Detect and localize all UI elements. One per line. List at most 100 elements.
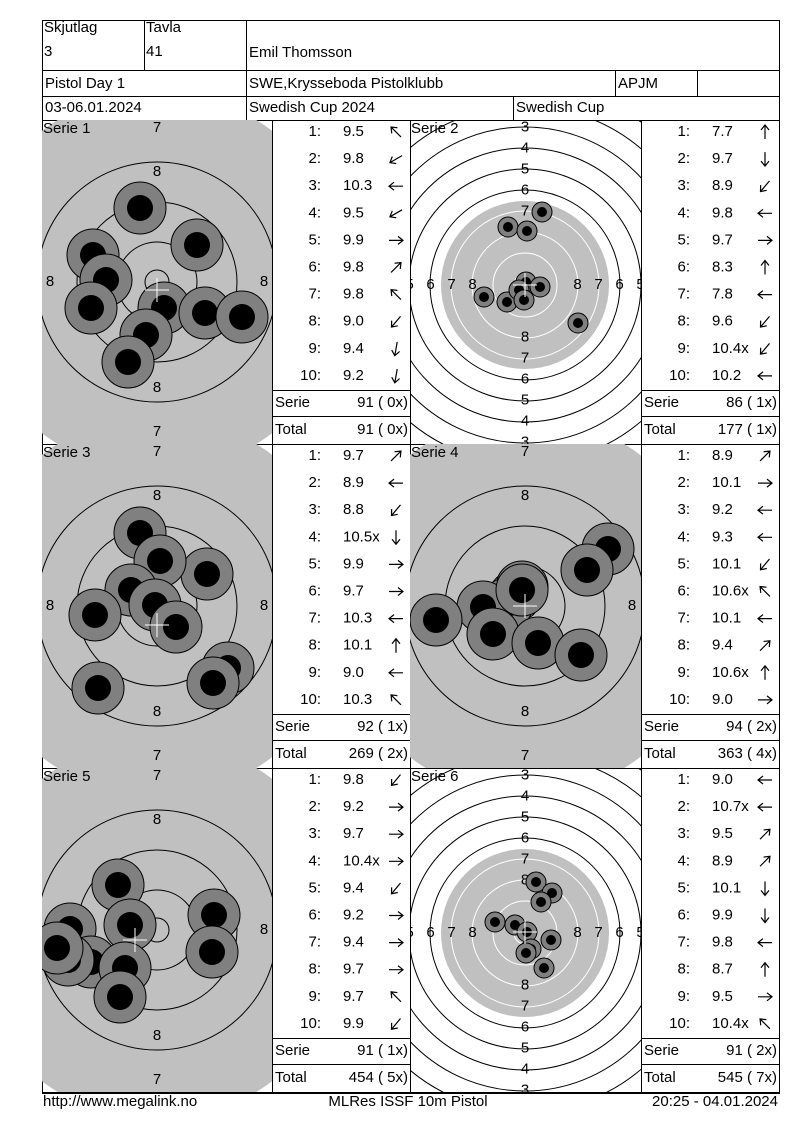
- arrow: [390, 882, 401, 895]
- ring: [410, 126, 641, 444]
- arrow: [759, 828, 771, 840]
- series-title: Serie 5: [43, 768, 91, 785]
- arrow: [759, 343, 770, 355]
- ring: [42, 161, 272, 403]
- direction-arrow: [390, 504, 401, 517]
- shot-value: 9.2: [712, 501, 733, 518]
- shot-number: 4:: [677, 204, 690, 221]
- shot-value: 8.7: [712, 961, 733, 978]
- total-score: 177 ( 1x): [718, 421, 777, 438]
- ring: [42, 485, 272, 727]
- direction-arrow: [391, 637, 401, 653]
- arrow: [757, 614, 772, 624]
- text: MLRes ISSF 10m Pistol: [328, 1093, 487, 1110]
- shot: [192, 300, 218, 326]
- shot-number: 1:: [308, 447, 321, 464]
- shot-number: 6:: [308, 906, 321, 923]
- direction-arrow: [389, 587, 404, 596]
- arrow: [390, 694, 402, 706]
- shot-number: 4:: [677, 528, 690, 545]
- series-title: Serie 4: [411, 444, 459, 461]
- shot-number: 7:: [308, 610, 321, 627]
- direction-arrow: [388, 181, 403, 191]
- shot-value: 9.8: [343, 771, 364, 788]
- shot: [510, 920, 520, 930]
- shot-number: 1:: [677, 771, 690, 788]
- shot-number: 10:: [669, 691, 690, 708]
- direction-arrow: [759, 640, 771, 652]
- shot-number: 3:: [308, 825, 321, 842]
- shot: [539, 963, 549, 973]
- shot-value: 9.6: [712, 313, 733, 330]
- shot-number: 6:: [677, 906, 690, 923]
- total-score: 545 ( 7x): [718, 1069, 777, 1086]
- series-title: Serie 1: [43, 120, 91, 137]
- arrow: [390, 261, 402, 273]
- arrow: [759, 315, 770, 328]
- shot-number: 4:: [308, 204, 321, 221]
- shot-number: 7:: [308, 934, 321, 951]
- ring-label: 7: [521, 997, 529, 1014]
- arrow: [757, 802, 772, 812]
- shot-number: 6:: [677, 582, 690, 599]
- shot: [525, 630, 551, 656]
- shot: [82, 602, 108, 628]
- shot-value: 10.5x: [343, 528, 380, 545]
- shot: [184, 232, 210, 258]
- shot-value: 8.9: [343, 474, 364, 491]
- arrow: [758, 992, 773, 1002]
- shot: [117, 912, 143, 938]
- ring-label: 8: [521, 976, 529, 993]
- shot: [509, 577, 535, 603]
- arrow: [759, 640, 771, 652]
- shot-number: 3:: [677, 501, 690, 518]
- direction-arrow: [757, 505, 772, 515]
- shot-number: 10:: [669, 367, 690, 384]
- arrow: [389, 559, 404, 569]
- total-label: Total: [644, 421, 676, 438]
- serie-score: 91 ( 0x): [357, 394, 408, 411]
- direction-arrow: [390, 126, 402, 138]
- arrow: [760, 664, 770, 680]
- arrow: [391, 368, 400, 384]
- shot-number: 5:: [308, 555, 321, 572]
- shot-value: 9.5: [343, 123, 364, 140]
- shot-number: 7:: [677, 934, 690, 951]
- shot-value: 10.3: [343, 610, 372, 627]
- direction-arrow: [757, 532, 772, 542]
- shot: [105, 872, 131, 898]
- shot: [573, 318, 583, 328]
- shot-number: 4:: [308, 852, 321, 869]
- shot-number: 2:: [308, 150, 321, 167]
- shot: [536, 897, 546, 907]
- shot-value: 9.5: [343, 204, 364, 221]
- ring-label: 4: [521, 139, 529, 156]
- target: 7 8 8 8 7: [42, 768, 272, 1092]
- shot-number: 9:: [677, 340, 690, 357]
- shot: [78, 295, 104, 321]
- ring-label: 8: [260, 273, 268, 290]
- arrow: [391, 530, 401, 546]
- ring-label: 3: [521, 1081, 529, 1098]
- text: http://www.megalink.no: [43, 1093, 197, 1110]
- shot-number: 6:: [308, 582, 321, 599]
- ring-label: 5: [521, 1039, 529, 1056]
- shot-number: 1:: [308, 771, 321, 788]
- ring-label: 8: [521, 328, 529, 345]
- direction-arrow: [757, 614, 772, 624]
- shot-number: 9:: [677, 988, 690, 1005]
- direction-arrow: [757, 775, 772, 785]
- arrow: [757, 532, 772, 542]
- shot: [535, 282, 545, 292]
- total-label: Total: [644, 745, 676, 762]
- ring-label: 7: [594, 924, 602, 941]
- direction-arrow: [759, 828, 771, 840]
- direction-arrow: [390, 1018, 401, 1030]
- ring-label: 8: [521, 871, 529, 888]
- shot-value: 10.4x: [343, 852, 380, 869]
- shot: [163, 614, 189, 640]
- total-score: 454 ( 5x): [349, 1069, 408, 1086]
- shot: [85, 675, 111, 701]
- direction-arrow: [389, 911, 404, 920]
- direction-arrow: [759, 558, 770, 571]
